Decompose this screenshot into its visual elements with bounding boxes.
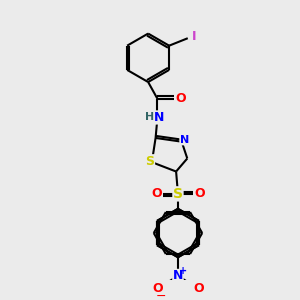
Text: N: N [173,269,183,282]
Text: O: O [193,283,204,296]
Text: −: − [156,290,166,300]
Text: S: S [146,155,154,168]
Text: O: O [151,188,162,200]
Text: N: N [154,111,164,124]
Text: H: H [146,112,154,122]
Text: O: O [194,188,205,200]
Text: I: I [192,30,196,43]
Text: +: + [178,266,187,276]
Text: O: O [176,92,186,105]
Text: S: S [173,187,183,201]
Text: N: N [180,135,189,145]
Text: O: O [152,283,163,296]
